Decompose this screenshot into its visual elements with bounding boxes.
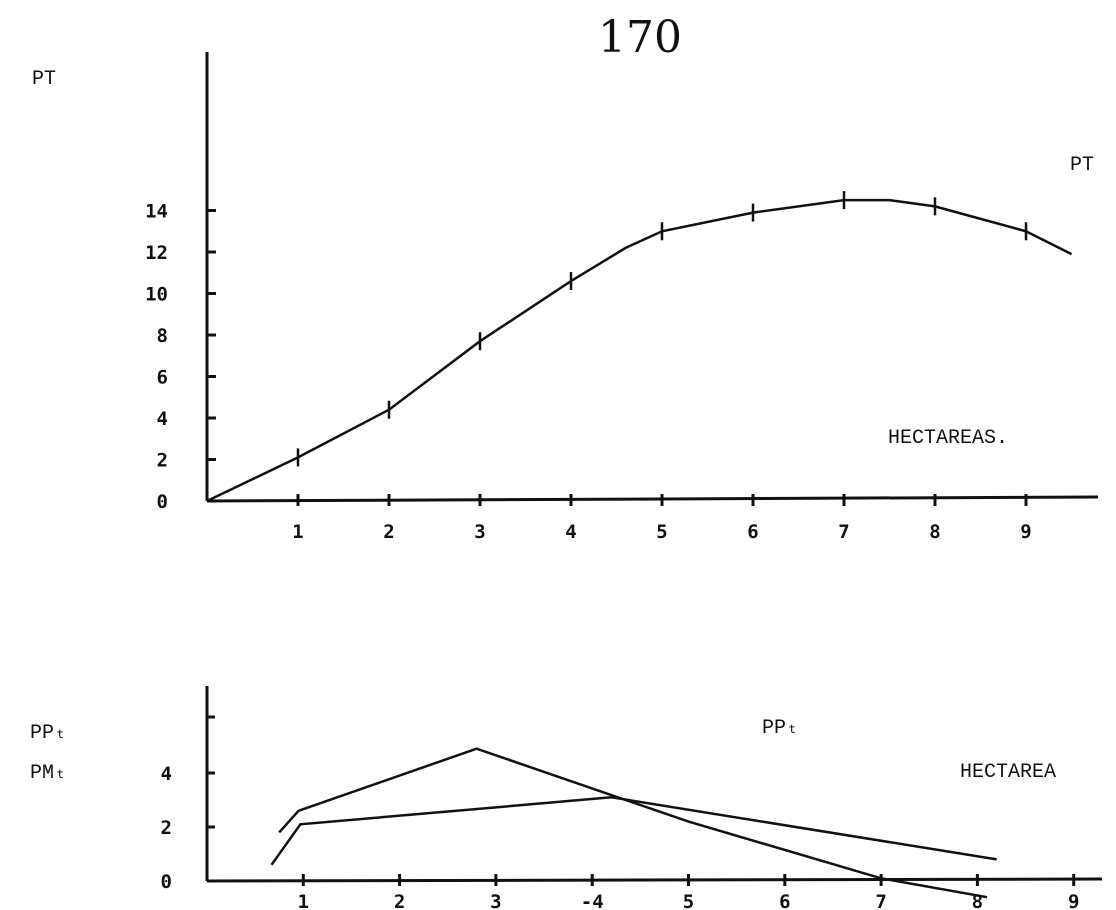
pm-y-label: PMₜ bbox=[30, 762, 66, 785]
pp-x-tick-label: 9 bbox=[1068, 891, 1079, 910]
pt-curve bbox=[206, 198, 1073, 503]
pt-y-tick-label: 4 bbox=[157, 408, 168, 430]
pp-y-tick-label: 0 bbox=[161, 871, 172, 893]
pt-x-tick-label: 2 bbox=[383, 521, 394, 543]
pt-y-label: PT bbox=[32, 68, 56, 91]
pp-line bbox=[270, 796, 997, 866]
pt-x-axis bbox=[206, 495, 1099, 503]
pt-y-tick-label: 14 bbox=[145, 201, 168, 223]
pt-x-tick-label: 6 bbox=[747, 521, 758, 543]
pp-x-tick-label: 5 bbox=[683, 891, 694, 910]
pt-y-tick-label: 8 bbox=[157, 325, 168, 347]
pt-x-tick-label: 9 bbox=[1020, 521, 1031, 543]
pt-y-tick-label: 10 bbox=[145, 284, 168, 306]
pp-y-label: PPₜ bbox=[30, 722, 66, 745]
pt-x-tick-label: 5 bbox=[656, 521, 667, 543]
pp-x-tick-label: -4 bbox=[581, 891, 604, 910]
pp-y-tick-label: 2 bbox=[161, 817, 172, 839]
pp-y-tick-label: 4 bbox=[161, 763, 172, 785]
pp-pm-chart: PPₜ PMₜ PPₜ HECTAREA 0 2 4 1 2 3 -4 5 6 7 8 9 bbox=[30, 686, 1103, 910]
pt-x-tick-label: 1 bbox=[292, 521, 303, 543]
pp-x-axis bbox=[206, 877, 1103, 883]
pt-y-tick-label: 2 bbox=[157, 450, 168, 472]
pp-x-tick-label: 7 bbox=[875, 891, 886, 910]
pp-x-tick-label: 1 bbox=[298, 891, 309, 910]
pt-x-tick-label: 4 bbox=[565, 521, 576, 543]
pp-x-tick-label: 6 bbox=[779, 891, 790, 910]
pt-x-tick-label: 7 bbox=[838, 521, 849, 543]
pp-x-tick-label: 2 bbox=[394, 891, 405, 910]
pp-series-label: PPₜ bbox=[762, 717, 798, 740]
pt-y-tick-label: 12 bbox=[145, 242, 168, 264]
pt-y-tick-label: 6 bbox=[157, 367, 168, 389]
pp-x-tick-label: 8 bbox=[972, 891, 983, 910]
pt-x-tick-label: 3 bbox=[474, 521, 485, 543]
pt-series-label: PT bbox=[1070, 154, 1094, 177]
pp-x-label: HECTAREA bbox=[960, 761, 1056, 784]
pt-y-tick-label: 0 bbox=[157, 491, 168, 513]
page-number: 170 bbox=[598, 12, 682, 63]
pt-x-tick-label: 8 bbox=[929, 521, 940, 543]
pt-x-label: HECTAREAS. bbox=[888, 427, 1008, 450]
pm-line bbox=[278, 747, 988, 899]
pp-x-tick-label: 3 bbox=[490, 891, 501, 910]
